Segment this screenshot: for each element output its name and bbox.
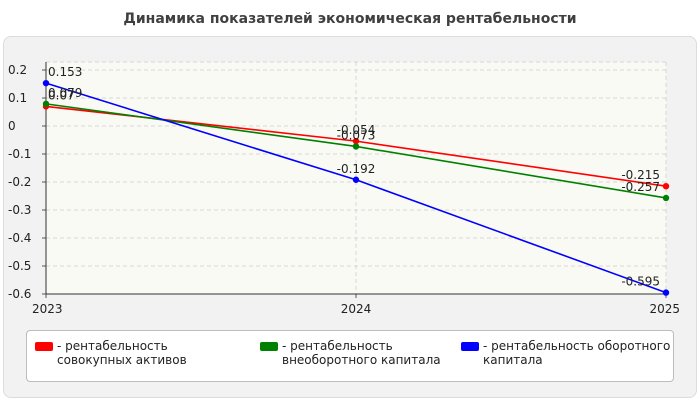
legend-item-total-assets: - рентабельность совокупных активов bbox=[35, 339, 240, 367]
data-point bbox=[42, 79, 50, 87]
x-tick-label: 2024 bbox=[341, 302, 372, 316]
legend-item-working-capital: - рентабельность оборотного капитала bbox=[461, 339, 671, 367]
data-point bbox=[662, 194, 670, 202]
data-label: -0.595 bbox=[621, 275, 660, 289]
data-label: 0.153 bbox=[48, 65, 82, 79]
y-tick-label: -0.5 bbox=[8, 259, 31, 273]
y-tick-label: -0.4 bbox=[8, 231, 31, 245]
y-tick-label: -0.6 bbox=[8, 287, 31, 301]
x-tick-label: 2025 bbox=[649, 302, 680, 316]
data-point bbox=[42, 100, 50, 108]
data-point bbox=[352, 176, 360, 183]
legend-swatch bbox=[461, 342, 479, 351]
y-tick-label: 0.2 bbox=[8, 63, 27, 77]
chart-title: Динамика показателей экономическая рента… bbox=[123, 11, 577, 27]
data-point bbox=[352, 143, 360, 150]
y-tick-label: -0.2 bbox=[8, 175, 31, 189]
legend-label: - рентабельность оборотного капитала bbox=[483, 339, 671, 367]
legend-label: - рентабельность совокупных активов bbox=[57, 339, 187, 367]
data-point bbox=[662, 289, 670, 296]
data-point bbox=[352, 137, 360, 145]
y-tick-label: 0 bbox=[8, 119, 16, 133]
data-label: -0.073 bbox=[337, 128, 376, 142]
data-label: 0.07 bbox=[48, 88, 75, 102]
legend-swatch bbox=[35, 342, 53, 351]
y-tick-label: -0.1 bbox=[8, 147, 31, 161]
x-tick-label: 2023 bbox=[32, 302, 63, 316]
legend-label: - рентабельность внеоборотного капитала bbox=[282, 339, 441, 367]
legend-item-fixed-capital: - рентабельность внеоборотного капитала bbox=[260, 339, 450, 367]
data-label: -0.192 bbox=[337, 162, 376, 176]
data-label: 0.079 bbox=[48, 86, 82, 100]
y-tick-label: 0.1 bbox=[8, 91, 27, 105]
data-point bbox=[662, 183, 670, 190]
data-label: -0.215 bbox=[621, 168, 660, 182]
y-tick-label: -0.3 bbox=[8, 203, 31, 217]
legend-swatch bbox=[260, 342, 278, 351]
data-label: -0.054 bbox=[337, 123, 376, 137]
data-label: -0.257 bbox=[621, 180, 660, 194]
chart-legend: - рентабельность совокупных активов - ре… bbox=[26, 330, 674, 382]
